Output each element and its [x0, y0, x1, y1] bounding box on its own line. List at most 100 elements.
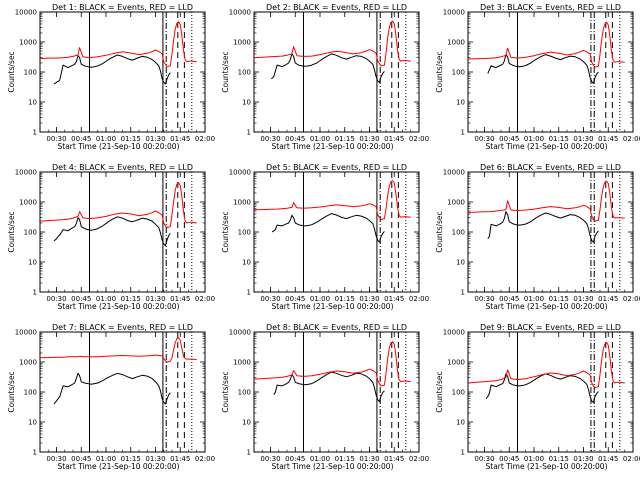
y-tick-label: 1000 [447, 199, 465, 207]
y-axis-label: Counts/sec [435, 51, 444, 92]
plot-frame [253, 331, 420, 453]
panel-title: Det 4: BLACK = Events, RED = LLD [52, 163, 193, 172]
y-axis-label: Counts/sec [7, 371, 16, 412]
y-tick-label: 10 [28, 419, 37, 427]
x-tick-label: 00:45 [499, 295, 519, 303]
y-tick-label: 10000 [443, 9, 465, 17]
y-tick-label: 10 [242, 419, 251, 427]
x-tick-label: 02:00 [195, 295, 215, 303]
x-axis-label: Start Time (21-Sep-10 00:20:00) [486, 142, 608, 151]
y-axis-label: Counts/sec [7, 211, 16, 252]
y-tick-label: 100 [24, 389, 37, 397]
x-tick-label: 00:45 [71, 295, 91, 303]
x-tick-label: 02:00 [195, 455, 215, 463]
x-tick-label: 00:45 [499, 135, 519, 143]
x-tick-label: 01:45 [384, 295, 404, 303]
x-axis-label: Start Time (21-Sep-10 00:20:00) [486, 462, 608, 471]
y-tick-label: 1000 [233, 199, 251, 207]
x-tick-label: 00:30 [260, 455, 280, 463]
y-tick-label: 1 [33, 449, 37, 457]
x-tick-label: 02:00 [623, 135, 640, 143]
x-axis-label: Start Time (21-Sep-10 00:20:00) [272, 302, 394, 311]
plot-frame [39, 331, 206, 453]
panel-title: Det 2: BLACK = Events, RED = LLD [266, 3, 407, 12]
y-axis-label: Counts/sec [221, 371, 230, 412]
y-tick-label: 10 [456, 259, 465, 267]
series-line-events [271, 213, 385, 243]
x-tick-label: 02:00 [409, 135, 429, 143]
y-tick-label: 1 [461, 289, 465, 297]
y-tick-label: 1 [33, 129, 37, 137]
x-tick-label: 01:30 [573, 295, 593, 303]
series-line-events [271, 53, 385, 83]
x-tick-label: 01:30 [359, 135, 379, 143]
x-tick-label: 01:00 [310, 135, 330, 143]
x-tick-label: 01:00 [96, 135, 116, 143]
x-tick-label: 00:45 [285, 295, 305, 303]
x-tick-label: 00:45 [285, 455, 305, 463]
plot-frame [467, 171, 634, 293]
y-tick-label: 10000 [443, 329, 465, 337]
y-tick-label: 1 [461, 449, 465, 457]
panel-title: Det 7: BLACK = Events, RED = LLD [52, 323, 193, 332]
y-tick-label: 1000 [19, 199, 37, 207]
x-axis-label: Start Time (21-Sep-10 00:20:00) [272, 462, 394, 471]
x-tick-label: 01:30 [145, 135, 165, 143]
y-tick-label: 10 [242, 99, 251, 107]
x-tick-label: 01:30 [145, 455, 165, 463]
y-axis-label: Counts/sec [221, 211, 230, 252]
y-tick-label: 10000 [15, 9, 37, 17]
x-tick-label: 00:30 [474, 295, 494, 303]
y-axis-label: Counts/sec [435, 371, 444, 412]
series-line-events [53, 216, 171, 247]
plot-frame [39, 11, 206, 133]
x-tick-label: 01:00 [524, 295, 544, 303]
x-tick-label: 01:15 [335, 295, 355, 303]
x-tick-label: 01:45 [170, 135, 190, 143]
chart-panel-9: Det 9: BLACK = Events, RED = LLD 1 10 100 10… [435, 323, 640, 471]
series-line-lld [467, 180, 625, 222]
y-tick-label: 1 [247, 449, 251, 457]
x-tick-label: 00:30 [474, 135, 494, 143]
x-tick-label: 00:45 [499, 455, 519, 463]
y-tick-label: 1000 [19, 359, 37, 367]
plot-frame [253, 11, 420, 133]
panel-title: Det 5: BLACK = Events, RED = LLD [266, 163, 407, 172]
plot-frame [467, 11, 634, 133]
chart-panel-2: Det 2: BLACK = Events, RED = LLD 1 10 100 10… [221, 3, 429, 151]
plot-frame [253, 171, 420, 293]
y-tick-label: 10 [456, 99, 465, 107]
x-tick-label: 00:30 [260, 135, 280, 143]
series-line-lld [39, 182, 197, 229]
x-axis-label: Start Time (21-Sep-10 00:20:00) [58, 142, 180, 151]
chart-panel-8: Det 8: BLACK = Events, RED = LLD 1 10 100 10… [221, 323, 429, 471]
x-tick-label: 00:45 [285, 135, 305, 143]
y-tick-label: 10000 [15, 329, 37, 337]
series-line-events [53, 372, 171, 405]
y-tick-label: 1 [247, 289, 251, 297]
x-tick-label: 01:30 [359, 295, 379, 303]
y-tick-label: 10 [28, 259, 37, 267]
chart-panel-7: Det 7: BLACK = Events, RED = LLD 1 10 100 10… [7, 323, 215, 471]
x-tick-label: 00:30 [46, 135, 66, 143]
series-line-lld [253, 341, 411, 387]
y-tick-label: 100 [238, 69, 251, 77]
x-tick-label: 01:45 [598, 455, 618, 463]
x-tick-label: 01:15 [549, 455, 569, 463]
y-tick-label: 100 [452, 69, 465, 77]
y-axis-label: Counts/sec [221, 51, 230, 92]
x-tick-label: 01:30 [573, 455, 593, 463]
x-tick-label: 01:45 [384, 455, 404, 463]
y-tick-label: 1000 [233, 39, 251, 47]
y-tick-label: 1000 [447, 359, 465, 367]
series-line-events [487, 211, 599, 243]
series-line-events [487, 54, 599, 84]
y-tick-label: 100 [452, 389, 465, 397]
series-line-events [53, 54, 171, 85]
x-tick-label: 01:45 [598, 135, 618, 143]
y-axis-label: Counts/sec [7, 51, 16, 92]
y-tick-label: 1000 [19, 39, 37, 47]
y-tick-label: 10000 [229, 329, 251, 337]
x-tick-label: 01:00 [96, 295, 116, 303]
